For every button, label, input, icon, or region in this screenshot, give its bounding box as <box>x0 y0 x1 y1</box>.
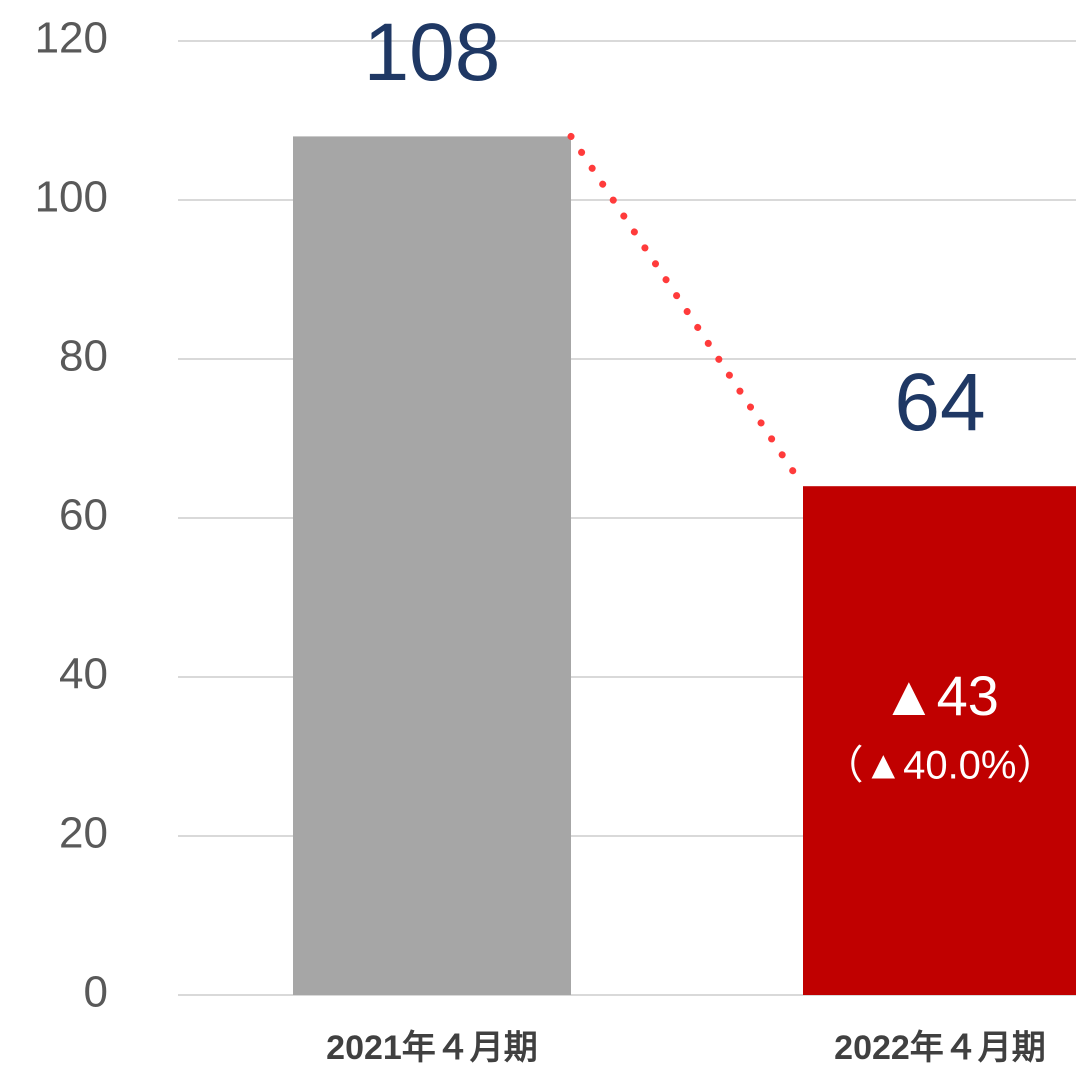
bar <box>803 486 1076 995</box>
y-tick-label: 100 <box>35 173 108 222</box>
y-tick-label: 40 <box>59 650 108 699</box>
y-tick-label: 120 <box>35 14 108 63</box>
y-tick-label: 20 <box>59 809 108 858</box>
bar <box>293 136 571 995</box>
value-label: 64 <box>894 357 985 448</box>
annotation: （▲40.0%） <box>823 744 1056 788</box>
value-label: 108 <box>364 7 501 98</box>
connector <box>567 132 807 490</box>
annotation: ▲43 <box>881 664 999 727</box>
y-tick-label: 80 <box>59 332 108 381</box>
x-tick-label: 2021年４月期 <box>326 1029 538 1067</box>
y-tick-label: 60 <box>59 491 108 540</box>
y-tick-label: 0 <box>84 968 108 1017</box>
x-tick-label: 2022年４月期 <box>834 1029 1046 1067</box>
